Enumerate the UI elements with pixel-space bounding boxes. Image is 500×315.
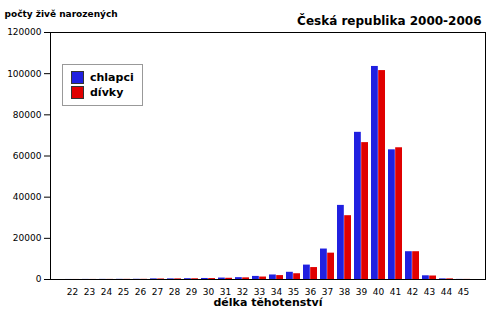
svg-text:42: 42 — [407, 287, 418, 297]
html-text:dívky: dívky — [90, 86, 124, 99]
svg-text:32: 32 — [236, 286, 249, 297]
svg-text:24: 24 — [101, 287, 113, 297]
svg-text:45: 45 — [458, 287, 469, 297]
svg-text:120000: 120000 — [7, 27, 42, 37]
svg-text:29: 29 — [186, 287, 198, 297]
svg-text:23: 23 — [84, 287, 95, 297]
svg-text:100000: 100000 — [7, 69, 42, 79]
svg-text:37: 37 — [322, 287, 333, 297]
svg-text:40000: 40000 — [13, 192, 42, 202]
svg-text:25: 25 — [118, 287, 129, 297]
svg-text:20000: 20000 — [13, 233, 42, 243]
svg-text:44: 44 — [441, 287, 453, 297]
svg-text:30: 30 — [202, 286, 215, 297]
svg-text:22: 22 — [67, 287, 78, 297]
svg-text:40: 40 — [373, 287, 385, 297]
svg-text:28: 28 — [169, 287, 181, 297]
svg-text:33: 33 — [253, 286, 266, 297]
svg-text:31: 31 — [219, 286, 232, 297]
svg-text:36: 36 — [304, 286, 317, 297]
svg-text:34: 34 — [270, 286, 283, 297]
svg-text:39: 39 — [356, 287, 368, 297]
svg-text:Česká republika 2000-2006: Česká republika 2000-2006 — [297, 13, 481, 28]
svg-text:41: 41 — [390, 287, 401, 297]
svg-text:počty živě narozených: počty živě narozených — [5, 9, 118, 19]
svg-text:délka těhotenství: délka těhotenství — [213, 296, 323, 309]
html-text:chlapci: chlapci — [90, 71, 134, 84]
svg-text:43: 43 — [424, 287, 435, 297]
svg-text:27: 27 — [152, 287, 163, 297]
svg-text:0: 0 — [36, 274, 42, 284]
svg-text:38: 38 — [339, 287, 351, 297]
svg-text:60000: 60000 — [13, 151, 42, 161]
svg-text:26: 26 — [135, 287, 147, 297]
svg-text:80000: 80000 — [13, 110, 42, 120]
svg-text:35: 35 — [287, 286, 300, 297]
